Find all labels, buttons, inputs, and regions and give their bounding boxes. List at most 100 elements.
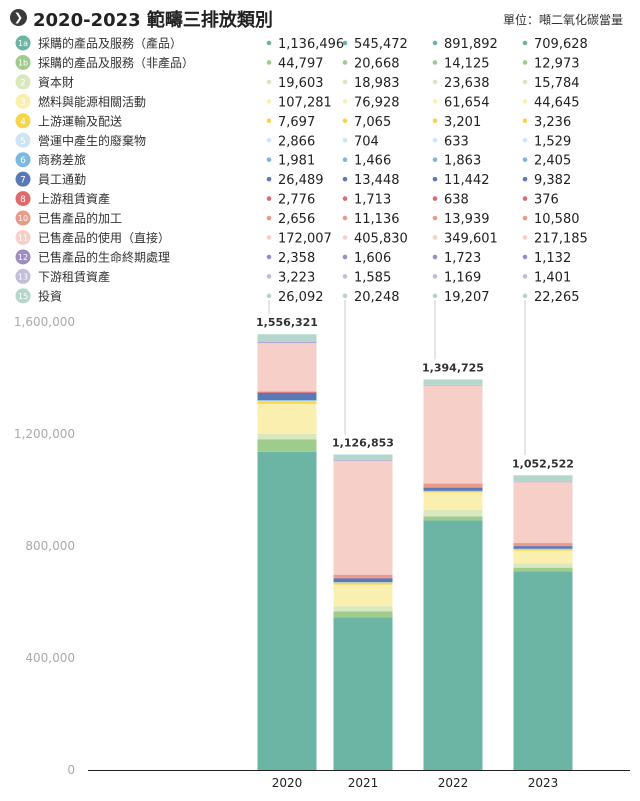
legend-row: 2 資本財 19,603 18,983 23,638 15,784: [15, 74, 580, 91]
x-tick-label: 2023: [528, 776, 559, 790]
series-marker-dot: [522, 40, 528, 46]
bar-segment: [423, 487, 483, 491]
series-badge-number: 15: [18, 292, 28, 301]
series-name: 已售產品的生命終期處理: [38, 249, 170, 264]
series-badge-number: 7: [20, 176, 26, 186]
series-marker-dot: [266, 157, 272, 162]
series-badge-number: 5: [20, 137, 26, 147]
series-badge: [15, 171, 31, 187]
bar-segment: [423, 491, 483, 493]
series-badge-number: 10: [18, 214, 28, 223]
bar-segment: [423, 492, 483, 510]
series-badge: [15, 210, 31, 226]
series-marker-dot: [432, 215, 438, 221]
series-badge: [15, 288, 31, 304]
data-value-label: 26,489: [278, 173, 324, 188]
data-value-label: 7,065: [354, 115, 391, 130]
data-value-label: 2,358: [278, 251, 315, 266]
series-marker-dot: [266, 196, 272, 201]
data-value-label: 107,281: [278, 95, 332, 110]
series-marker-dot: [342, 99, 348, 104]
legend-row: 15 投資 26,092 20,248 19,207 22,265: [15, 288, 580, 305]
bar-segment: [333, 611, 393, 618]
data-value-label: 23,638: [444, 76, 490, 91]
legend-row: 5 營運中產生的廢棄物 2,866 704 633 1,529: [15, 132, 571, 149]
bar-segment: [333, 574, 393, 578]
series-marker-dot: [342, 157, 348, 162]
series-marker-dot: [522, 235, 528, 240]
series-name: 商務差旅: [38, 152, 86, 167]
bar-segment: [423, 516, 483, 521]
bar-segment: [423, 385, 483, 484]
series-badge-number: 3: [20, 98, 26, 108]
series-name: 已售產品的使用（直接）: [38, 230, 170, 245]
data-value-label: 13,939: [444, 212, 490, 227]
series-marker-dot: [342, 274, 348, 279]
data-value-label: 14,125: [444, 56, 490, 71]
series-name: 上游運輸及配送: [38, 113, 122, 128]
data-value-label: 704: [354, 134, 379, 149]
series-marker-dot: [342, 79, 348, 85]
series-name: 營運中產生的廢棄物: [38, 133, 146, 148]
series-name: 採購的產品及服務（非產品）: [38, 55, 194, 70]
bar-total-label: 1,394,725: [422, 361, 484, 374]
data-value-label: 1,136,496: [278, 37, 344, 52]
series-marker-dot: [432, 99, 438, 104]
unit-label: 單位：噸二氧化碳當量: [502, 13, 623, 27]
bar-segment: [423, 509, 483, 517]
chart-header: ❯ 2020-2023 範疇三排放類別 單位：噸二氧化碳當量: [10, 6, 630, 31]
series-marker-dot: [432, 293, 438, 299]
series-marker-dot: [432, 274, 438, 279]
series-marker-dot: [432, 157, 438, 162]
data-value-label: 3,201: [444, 115, 481, 130]
data-value-label: 2,776: [278, 193, 315, 208]
data-value-label: 26,092: [278, 290, 324, 305]
data-value-label: 22,265: [534, 290, 580, 305]
series-marker-dot: [522, 157, 528, 162]
data-value-label: 11,442: [444, 173, 490, 188]
data-value-label: 19,603: [278, 76, 324, 91]
series-marker-dot: [342, 176, 348, 182]
legend-row: 11 已售產品的使用（直接） 172,007 405,830 349,601 217,18…: [15, 230, 588, 247]
y-tick-label: 1,600,000: [14, 315, 75, 329]
series-badge-number: 11: [18, 234, 28, 243]
data-value-label: 376: [534, 193, 559, 208]
series-badge: [15, 113, 31, 129]
series-marker-dot: [432, 235, 438, 240]
series-badge-number: 12: [18, 253, 28, 262]
series-marker-dot: [266, 60, 272, 65]
data-value-label: 18,983: [354, 76, 400, 91]
bar-total-label: 1,556,321: [256, 316, 318, 329]
series-marker-dot: [266, 274, 272, 279]
data-value-label: 19,207: [444, 290, 490, 305]
series-badge: [15, 93, 31, 109]
series-name: 資本財: [38, 74, 74, 89]
legend: 1a 採購的產品及服務（產品） 1,136,496 545,472 891,892 709…: [15, 35, 588, 305]
series-marker-dot: [266, 99, 272, 104]
data-value-label: 1,529: [534, 134, 571, 149]
bar-segment: [257, 392, 317, 393]
bar-total-label: 1,052,522: [512, 457, 574, 470]
bar-segment: [333, 454, 393, 461]
data-value-label: 1,466: [354, 154, 391, 169]
series-marker-dot: [432, 196, 438, 201]
bar-segment: [257, 439, 317, 452]
series-marker-dot: [522, 60, 528, 65]
bar-segment: [257, 334, 317, 342]
bar-segment: [257, 403, 317, 434]
series-badge-number: 6: [20, 156, 26, 166]
series-marker-dot: [432, 40, 438, 46]
series-badge: [15, 230, 31, 245]
series-marker-dot: [266, 215, 272, 221]
y-tick-label: 0: [67, 763, 75, 777]
series-marker-dot: [522, 176, 528, 182]
legend-row: 6 商務差旅 1,981 1,466 1,863 2,405: [15, 152, 571, 169]
data-value-label: 9,382: [534, 173, 571, 188]
series-marker-dot: [522, 254, 528, 260]
bar-segment: [333, 584, 393, 607]
bar-segment: [423, 520, 483, 770]
data-value-label: 10,580: [534, 212, 580, 227]
legend-row: 4 上游運輸及配送 7,697 7,065 3,201 3,236: [15, 113, 571, 130]
data-value-label: 217,185: [534, 232, 588, 247]
bar-segment: [513, 546, 573, 549]
